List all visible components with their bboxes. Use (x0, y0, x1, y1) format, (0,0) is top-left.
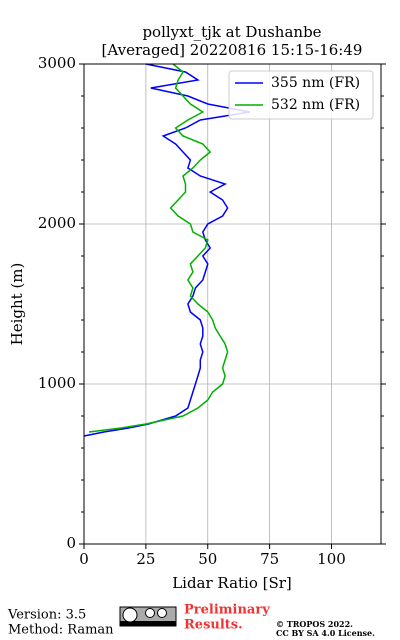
x-tick-label: 25 (136, 550, 155, 568)
legend-box (228, 70, 374, 120)
chart-title: pollyxt_tjk at Dushanbe (142, 23, 321, 41)
version: Version: 3.5 (7, 608, 86, 623)
legend-label: 532 nm (FR) (271, 97, 360, 113)
copyright: © TROPOS 2022. (276, 619, 353, 629)
y-tick-label: 2000 (38, 214, 76, 232)
data-line (88, 63, 229, 433)
chart-subtitle: [Averaged] 20220816 15:15-16:49 (102, 41, 363, 59)
license: CC BY SA 4.0 License. (276, 628, 375, 638)
x-tick-label: 50 (198, 550, 217, 568)
preliminary: Results. (184, 618, 243, 633)
x-axis-label: Lidar Ratio [Sr] (172, 574, 292, 592)
method: Method: Raman (8, 623, 114, 638)
y-tick-label: 1000 (38, 374, 76, 392)
plot-frame (83, 63, 382, 545)
y-tick-label: 0 (66, 534, 76, 552)
preliminary: Preliminary (184, 603, 270, 618)
y-axis-label: Height (m) (8, 263, 26, 346)
y-tick-label: 3000 (38, 54, 76, 72)
x-tick-label: 100 (317, 550, 346, 568)
legend-label: 355 nm (FR) (271, 75, 360, 91)
data-line (83, 63, 250, 437)
x-tick-label: 75 (260, 550, 279, 568)
x-tick-label: 0 (79, 550, 89, 568)
cc-logo (119, 606, 177, 627)
